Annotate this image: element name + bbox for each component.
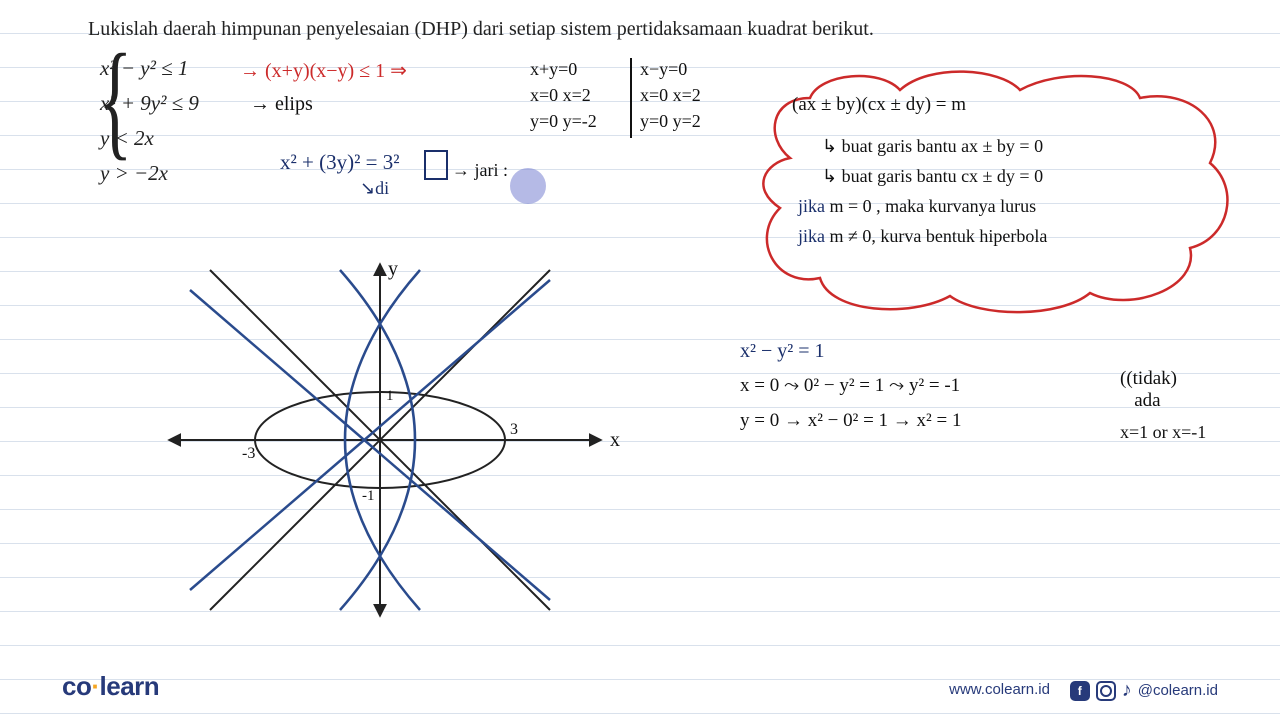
aux-divider <box>630 58 632 138</box>
work-a: x² − y² = 1 <box>740 340 825 363</box>
instagram-icon <box>1096 681 1116 701</box>
thought-l5: jika m ≠ 0, kurva bentuk hiperbola <box>798 226 1047 247</box>
work-b2: ((tidak) ada <box>1120 368 1177 412</box>
thought-l5b: m ≠ 0, kurva bentuk hiperbola <box>830 226 1048 246</box>
footer-site: www.colearn.id <box>949 681 1050 698</box>
thought-l4a: jika <box>798 196 825 216</box>
ellipse-jari: → jari : <box>452 160 508 181</box>
eq2-note: → elips <box>250 93 313 116</box>
ellipse-std-form: x² + (3y)² = 3² <box>280 150 400 175</box>
work-c2: x=1 or x=-1 <box>1120 422 1206 443</box>
facebook-icon: f <box>1070 681 1090 701</box>
ellipse-std-text: x² + (3y)² = 3² <box>280 150 400 174</box>
aux-col1-c: y=0 y=-2 <box>530 108 597 134</box>
y-axis-label: y <box>388 258 398 280</box>
boxed-3 <box>424 150 448 180</box>
tiktok-icon: ♪ <box>1122 679 1132 702</box>
xtick-3: 3 <box>510 421 518 438</box>
work-b1: x = 0 ⤳ 0² − y² = 1 ⤳ y² = -1 <box>740 375 960 397</box>
xtick-m3: -3 <box>242 445 255 462</box>
eq3: y < 2x <box>100 126 199 151</box>
thought-l5a: jika <box>798 226 825 246</box>
eq2: x² + 9y² ≤ 9 <box>100 91 199 116</box>
blue-asym-1 <box>190 280 550 590</box>
footer: co·learn www.colearn.id f ♪ @colearn.id <box>0 674 1280 702</box>
eq1-factored: → (x+y)(x−y) ≤ 1 ⇒ <box>240 58 407 83</box>
thought-l3-t: buat garis bantu cx ± dy = 0 <box>842 166 1044 186</box>
aux-col2-a: x−y=0 <box>640 56 701 82</box>
aux-col2-b: x=0 x=2 <box>640 82 701 108</box>
thought-l3: ↳ buat garis bantu cx ± dy = 0 <box>822 166 1043 187</box>
thought-l4: jika m = 0 , maka kurvanya lurus <box>798 196 1036 217</box>
thought-l2: ↳ buat garis bantu ax ± by = 0 <box>822 136 1043 157</box>
aux-col1-a: x+y=0 <box>530 56 597 82</box>
work-c1: y = 0 → x² − 0² = 1 → x² = 1 <box>740 410 961 432</box>
work-b3-t: ada <box>1134 390 1160 411</box>
eq1: x² − y² ≤ 1 <box>100 56 199 81</box>
cursor-highlight <box>510 168 546 204</box>
brand-logo: co·learn <box>62 671 159 702</box>
thought-l1: (ax ± by)(cx ± dy) = m <box>792 94 966 116</box>
footer-social: f ♪ @colearn.id <box>1070 679 1218 702</box>
work-b2-t: (tidak <box>1126 368 1170 389</box>
page-title: Lukislah daerah himpunan penyelesaian (D… <box>88 18 874 41</box>
system-equations: x² − y² ≤ 1 x² + 9y² ≤ 9 y < 2x y > −2x <box>100 56 199 186</box>
logo-a: co <box>62 671 91 701</box>
ytick-m1: -1 <box>362 488 375 504</box>
ellipse-di: ↘di <box>360 178 389 199</box>
eq4: y > −2x <box>100 161 199 186</box>
thought-bubble: (ax ± by)(cx ± dy) = m ↳ buat garis bant… <box>760 68 1230 318</box>
footer-handle: @colearn.id <box>1138 682 1218 699</box>
aux-col2-c: y=0 y=2 <box>640 108 701 134</box>
logo-b: learn <box>100 671 160 701</box>
ytick-1: 1 <box>386 388 394 404</box>
aux-col1-b: x=0 x=2 <box>530 82 597 108</box>
thought-l4b: m = 0 , maka kurvanya lurus <box>830 196 1037 216</box>
aux-col-2: x−y=0 x=0 x=2 y=0 y=2 <box>640 56 701 134</box>
graph: x y 3 -3 1 -1 <box>140 250 640 630</box>
x-axis-label: x <box>610 429 620 451</box>
aux-col-1: x+y=0 x=0 x=2 y=0 y=-2 <box>530 56 597 134</box>
thought-l2-t: buat garis bantu ax ± by = 0 <box>842 136 1044 156</box>
